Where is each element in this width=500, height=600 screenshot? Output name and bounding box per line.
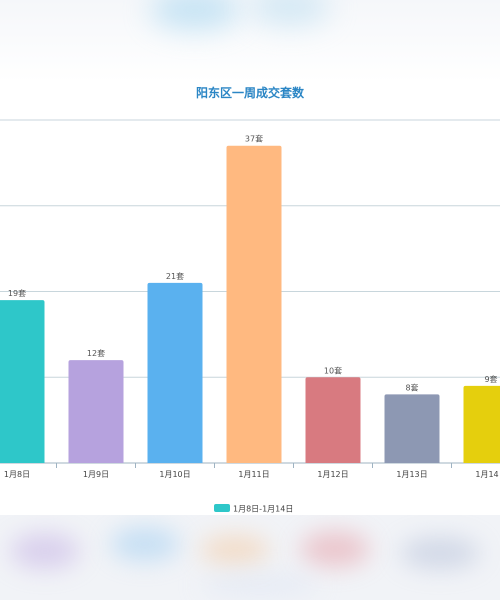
x-tick-label: 1月12日 xyxy=(317,470,348,479)
bar xyxy=(0,300,45,463)
bar-data-label: 12套 xyxy=(87,348,105,358)
x-tick-label: 1月9日 xyxy=(83,470,109,479)
bar xyxy=(305,377,361,463)
bar-data-label: 21套 xyxy=(166,271,184,281)
bar-data-label: 8套 xyxy=(405,382,418,392)
bar-data-label: 19套 xyxy=(8,288,26,298)
blurred-footer-background xyxy=(0,515,500,600)
bar xyxy=(226,145,282,463)
bar-chart: 19套 1月8日 12套 1月9日 21套 1月10日 37套 1月11日 10套 1月12日 8套… xyxy=(0,119,500,514)
x-tick-label: 1月13日 xyxy=(396,470,427,479)
x-tick-label: 1月14日 xyxy=(475,470,500,479)
bar-data-label: 10套 xyxy=(324,365,342,375)
chart-card: 阳东区一周成交套数 19套 1月8日 12套 1月9日 21套 1月10日 37套 1月11日… xyxy=(0,82,500,515)
bar xyxy=(68,360,124,463)
x-tick-label: 1月8日 xyxy=(4,470,30,479)
bar-data-label: 9套 xyxy=(484,374,497,384)
chart-title: 阳东区一周成交套数 xyxy=(195,86,304,100)
blurred-header-background xyxy=(0,0,500,82)
bar xyxy=(147,282,203,463)
bar xyxy=(384,394,440,463)
bar-data-label: 37套 xyxy=(245,134,263,144)
bar xyxy=(463,385,500,463)
x-tick-label: 1月11日 xyxy=(238,470,269,479)
legend-swatch xyxy=(214,504,230,512)
legend-label: 1月8日-1月14日 xyxy=(233,505,293,514)
x-tick-label: 1月10日 xyxy=(159,470,190,479)
